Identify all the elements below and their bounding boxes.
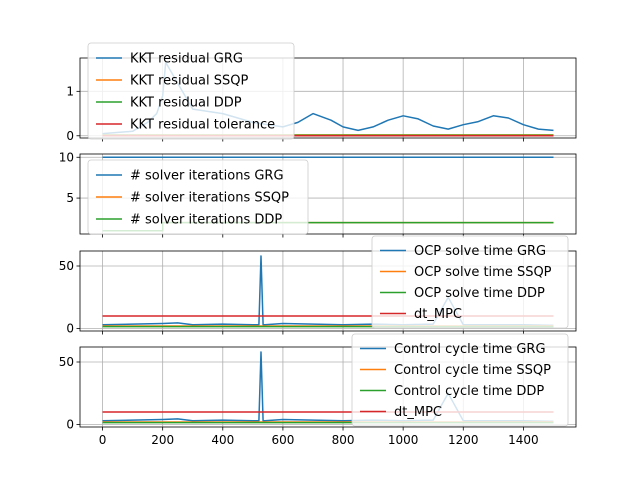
legend-label: KKT residual DDP: [130, 96, 242, 111]
axes-frame: [79, 57, 577, 139]
legend-box: [351, 333, 569, 427]
legend: # solver iterations GRG # solver iteratio…: [87, 159, 309, 235]
x-tick-label: 1400: [508, 433, 539, 447]
x-tick-label: 0: [99, 433, 107, 447]
x-tick-label: 600: [271, 433, 294, 447]
y-tick-label: 50: [59, 355, 74, 369]
y-tick-label: 0: [66, 129, 74, 143]
legend-label: KKT residual tolerance: [130, 118, 275, 133]
legend-label: Control cycle time DDP: [394, 384, 544, 399]
legend-label: OCP solve time DDP: [414, 286, 545, 301]
subplot-4: 0 50 0 200 400 600 800 1000 1200 1400 Control cycl…: [59, 333, 577, 447]
legend-label: # solver iterations DDP: [130, 213, 282, 228]
legend: KKT residual GRG KKT residual SSQP KKT res…: [87, 42, 295, 140]
subplot-3: 0 50 OCP solve time GRG OCP solve time SSQP…: [59, 235, 577, 336]
y-tick-label: 0: [66, 322, 74, 336]
x-tick-label: 800: [332, 433, 355, 447]
legend-label: Control cycle time SSQP: [394, 363, 551, 378]
legend-label: Control cycle time GRG: [394, 342, 546, 357]
y-tick-label: 5: [66, 191, 74, 205]
legend-label: KKT residual GRG: [130, 52, 243, 67]
y-tick-label: 0: [66, 418, 74, 432]
axes-frame: [79, 346, 577, 428]
legend: Control cycle time GRG Control cycle time…: [351, 333, 569, 427]
x-tick-label: 1000: [388, 433, 419, 447]
x-tick-label: 200: [151, 433, 174, 447]
legend-box: [87, 159, 309, 235]
y-tick-label: 10: [59, 150, 74, 164]
x-tick-label: 1200: [448, 433, 479, 447]
axes-frame: [79, 250, 577, 332]
legend-label: dt_MPC: [414, 307, 462, 322]
legend-label: OCP solve time SSQP: [414, 265, 552, 280]
legend-label: # solver iterations GRG: [130, 169, 284, 184]
legend-label: dt_MPC: [394, 405, 442, 420]
legend-label: KKT residual SSQP: [130, 74, 248, 89]
legend-box: [371, 235, 569, 329]
legend-box: [87, 42, 295, 140]
legend-label: OCP solve time GRG: [414, 244, 546, 259]
y-tick-label: 1: [66, 84, 74, 98]
y-tick-label: 50: [59, 259, 74, 273]
subplot-2: 510# solver iterations GRG# solver itera…: [59, 150, 577, 238]
x-tick-label: 400: [211, 433, 234, 447]
legend-label: # solver iterations SSQP: [130, 191, 289, 206]
legend: OCP solve time GRG OCP solve time SSQP OCP…: [371, 235, 569, 329]
axes-frame: [79, 153, 577, 235]
